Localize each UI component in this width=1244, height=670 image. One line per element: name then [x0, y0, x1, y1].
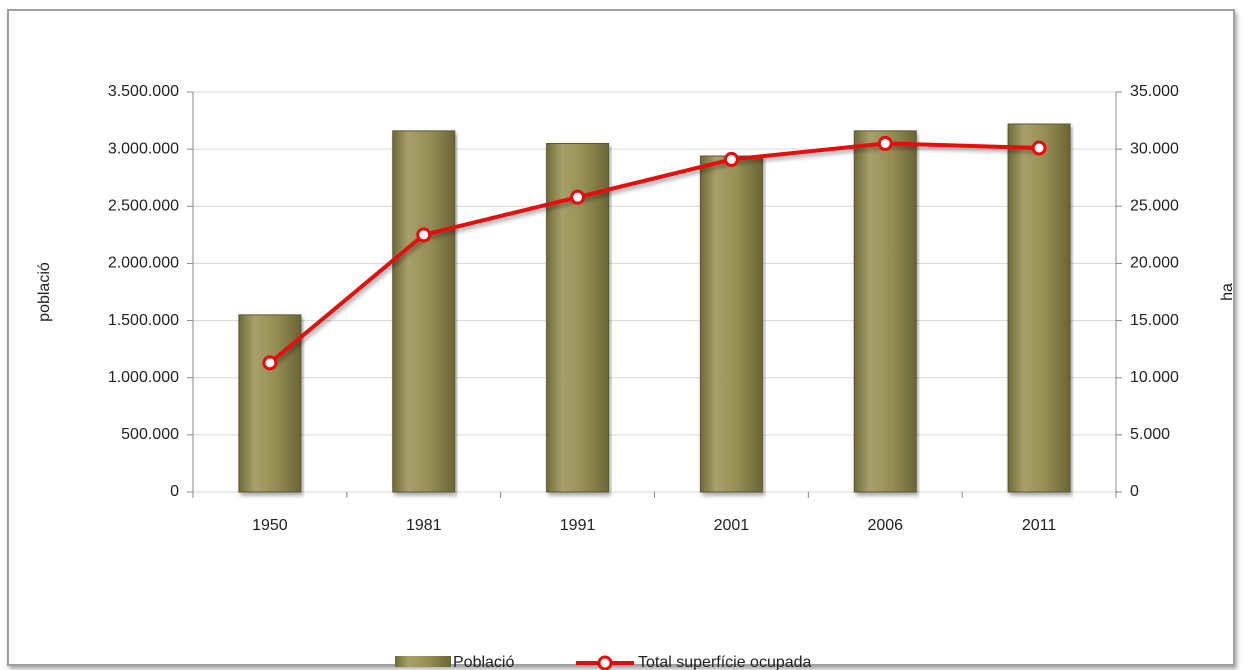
- y2-tick-label: 35.000: [1130, 83, 1179, 100]
- x-tick-label: 2011: [1022, 517, 1057, 534]
- y2-tick-label: 15.000: [1130, 312, 1179, 329]
- line-marker: [416, 227, 432, 243]
- y-tick-label: 500.000: [121, 426, 179, 443]
- legend-swatch: [395, 656, 451, 667]
- x-tick-label: 1991: [560, 517, 596, 534]
- line-marker: [1031, 140, 1047, 156]
- x-tick-label: 1950: [252, 517, 288, 534]
- bar: [853, 130, 917, 493]
- y-tick-label: 3.000.000: [108, 140, 179, 157]
- y-tick-label: 1.500.000: [108, 312, 179, 329]
- legend-label: Població: [453, 654, 514, 670]
- bar: [699, 155, 763, 493]
- legend: Població Total superfície ocupada: [395, 654, 812, 670]
- bar: [1007, 123, 1071, 493]
- y2-axis-label: ha: [1219, 283, 1236, 301]
- y-tick-label: 2.000.000: [108, 255, 179, 272]
- line-marker: [570, 189, 586, 205]
- y2-tick-label: 5.000: [1130, 426, 1170, 443]
- y2-tick-label: 20.000: [1130, 255, 1179, 272]
- legend-label: Total superfície ocupada: [638, 654, 812, 670]
- bar: [238, 314, 302, 493]
- line-marker: [723, 151, 739, 167]
- x-tick-label: 2001: [714, 517, 750, 534]
- y2-tick-label: 30.000: [1130, 140, 1179, 157]
- y-tick-label: 2.500.000: [108, 198, 179, 215]
- x-tick-label: 2006: [867, 517, 903, 534]
- y2-tick-label: 10.000: [1130, 369, 1179, 386]
- y-axis-label: població: [36, 262, 53, 322]
- line-marker: [262, 355, 278, 371]
- x-tick-label: 1981: [406, 517, 442, 534]
- line: [268, 141, 1040, 365]
- y-tick-label: 0: [170, 483, 179, 500]
- bar: [392, 130, 456, 493]
- y-tick-label: 3.500.000: [108, 83, 179, 100]
- y2-tick-label: 0: [1130, 483, 1139, 500]
- legend-marker: [597, 655, 613, 670]
- y-tick-label: 1.000.000: [108, 369, 179, 386]
- line-marker: [877, 135, 893, 151]
- y2-tick-label: 25.000: [1130, 198, 1179, 215]
